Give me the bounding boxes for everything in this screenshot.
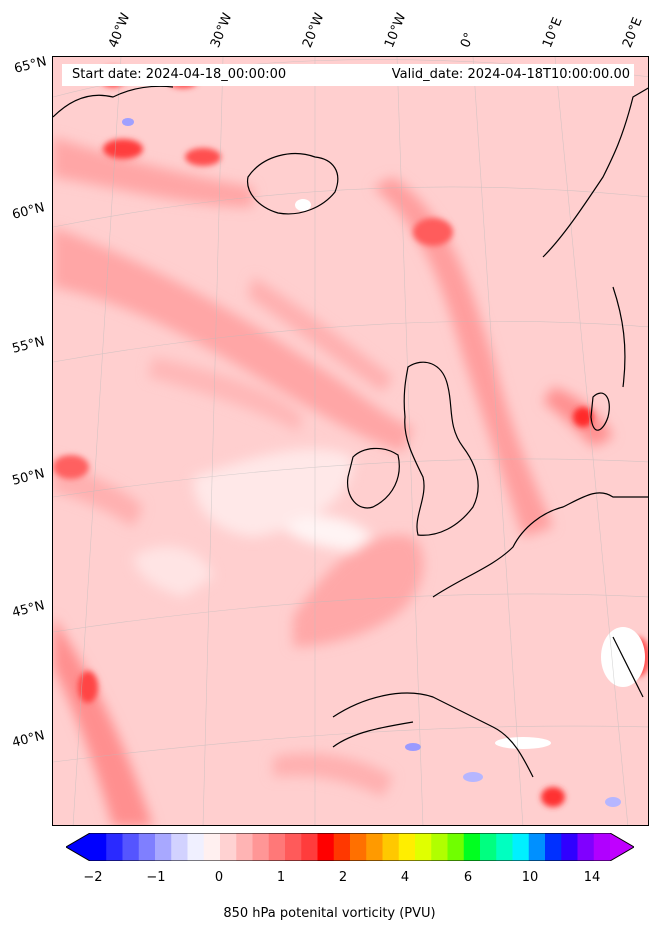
colorbar-swatch (122, 833, 140, 861)
longitude-label-10w: 10°W (382, 11, 410, 50)
colorbar-tick-4: 4 (400, 870, 410, 885)
scandinavia-coast (542, 87, 648, 258)
colorbar-swatch (463, 833, 481, 861)
colorbar-swatch (545, 833, 562, 861)
vorticity-map (52, 56, 649, 826)
latitude-label-50n: 50°N (10, 466, 47, 489)
colorbar-swatch (512, 833, 530, 861)
colorbar-tick-2: 2 (338, 870, 348, 885)
valid-date-label: Valid_date: 2024-04-18T10:00:00.00 (391, 67, 630, 82)
colorbar-tick-14: 14 (583, 870, 601, 885)
coastlines (53, 85, 648, 778)
map-canvas (53, 57, 648, 825)
colorbar-swatch (138, 833, 156, 861)
italy-coast (612, 636, 644, 698)
colorbar-swatch (561, 833, 578, 861)
colorbar-swatch (447, 833, 465, 861)
colorbar-swatch (496, 833, 513, 861)
colorbar-swatch (317, 833, 335, 861)
colorbar-swatch (593, 833, 611, 861)
iberia-coast (332, 692, 534, 778)
colorbar-swatch (480, 833, 497, 861)
longitude-label-0: 0° (458, 30, 478, 50)
latitude-label-55n: 55°N (10, 334, 47, 357)
colorbar-swatch (187, 833, 205, 861)
colorbar-tick-neg2: −2 (83, 870, 103, 885)
negative-vorticity-pockets (122, 118, 645, 807)
colorbar-tick-0: 0 (214, 870, 224, 885)
map-title-bar: Start date: 2024-04-18_00:00:00 Valid_da… (62, 64, 634, 86)
iceland-coast (247, 153, 339, 215)
longitude-label-30w: 30°W (208, 11, 236, 50)
colorbar-tick-6: 6 (463, 870, 473, 885)
great-britain-coast (403, 361, 479, 536)
colorbar (66, 833, 634, 861)
colorbar-under-arrow (66, 833, 90, 861)
latitude-label-40n: 40°N (10, 728, 47, 751)
colorbar-tick-1: 1 (276, 870, 286, 885)
colorbar-swatch (220, 833, 237, 861)
colorbar-swatch (333, 833, 351, 861)
colorbar-swatch (415, 833, 432, 861)
latitude-label-45n: 45°N (10, 598, 47, 621)
start-date-label: Start date: 2024-04-18_00:00:00 (72, 67, 287, 82)
colorbar-swatch (350, 833, 367, 861)
colorbar-swatch (366, 833, 383, 861)
colorbar-swatch (285, 833, 302, 861)
norway-inner (612, 286, 626, 388)
latitude-label-65n: 65°N (12, 54, 49, 77)
colorbar-swatch (252, 833, 270, 861)
greenland-coast (53, 85, 174, 118)
longitude-label-20w: 20°W (300, 11, 328, 50)
colorbar-over-arrow (610, 833, 634, 861)
colorbar-swatch (577, 833, 595, 861)
colorbar-swatch (236, 833, 253, 861)
latitude-label-60n: 60°N (10, 200, 47, 223)
longitude-label-10e: 10°E (540, 15, 566, 50)
ireland-coast (346, 447, 400, 509)
colorbar-label: 850 hPa potenital vorticity (PVU) (223, 906, 436, 921)
colorbar-swatch (203, 833, 221, 861)
longitude-label-40w: 40°W (106, 11, 134, 50)
colorbar-swatch (382, 833, 400, 861)
colorbar-swatch (90, 833, 107, 861)
colorbar-tick-neg1: −1 (146, 870, 166, 885)
denmark-coast (590, 392, 610, 431)
colorbar-swatch (171, 833, 188, 861)
longitude-label-20e: 20°E (620, 15, 646, 50)
europe-coast (432, 492, 648, 598)
colorbar-swatch (301, 833, 318, 861)
colorbar-swatch (155, 833, 172, 861)
north-africa-coast (332, 721, 414, 748)
colorbar-swatch (268, 833, 286, 861)
colorbar-tick-10: 10 (521, 870, 539, 885)
colorbar-swatch (398, 833, 416, 861)
colorbar-swatch (106, 833, 123, 861)
colorbar-swatch (431, 833, 448, 861)
colorbar-swatch (528, 833, 546, 861)
